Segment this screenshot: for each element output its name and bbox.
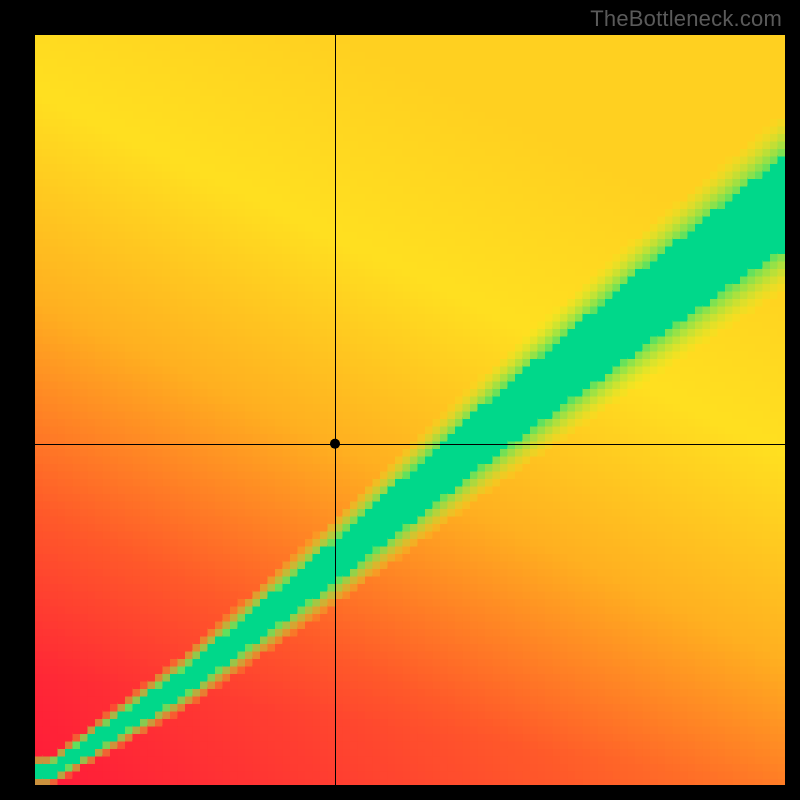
bottleneck-heatmap — [35, 35, 785, 785]
watermark-label: TheBottleneck.com — [590, 6, 782, 32]
chart-container: TheBottleneck.com — [0, 0, 800, 800]
